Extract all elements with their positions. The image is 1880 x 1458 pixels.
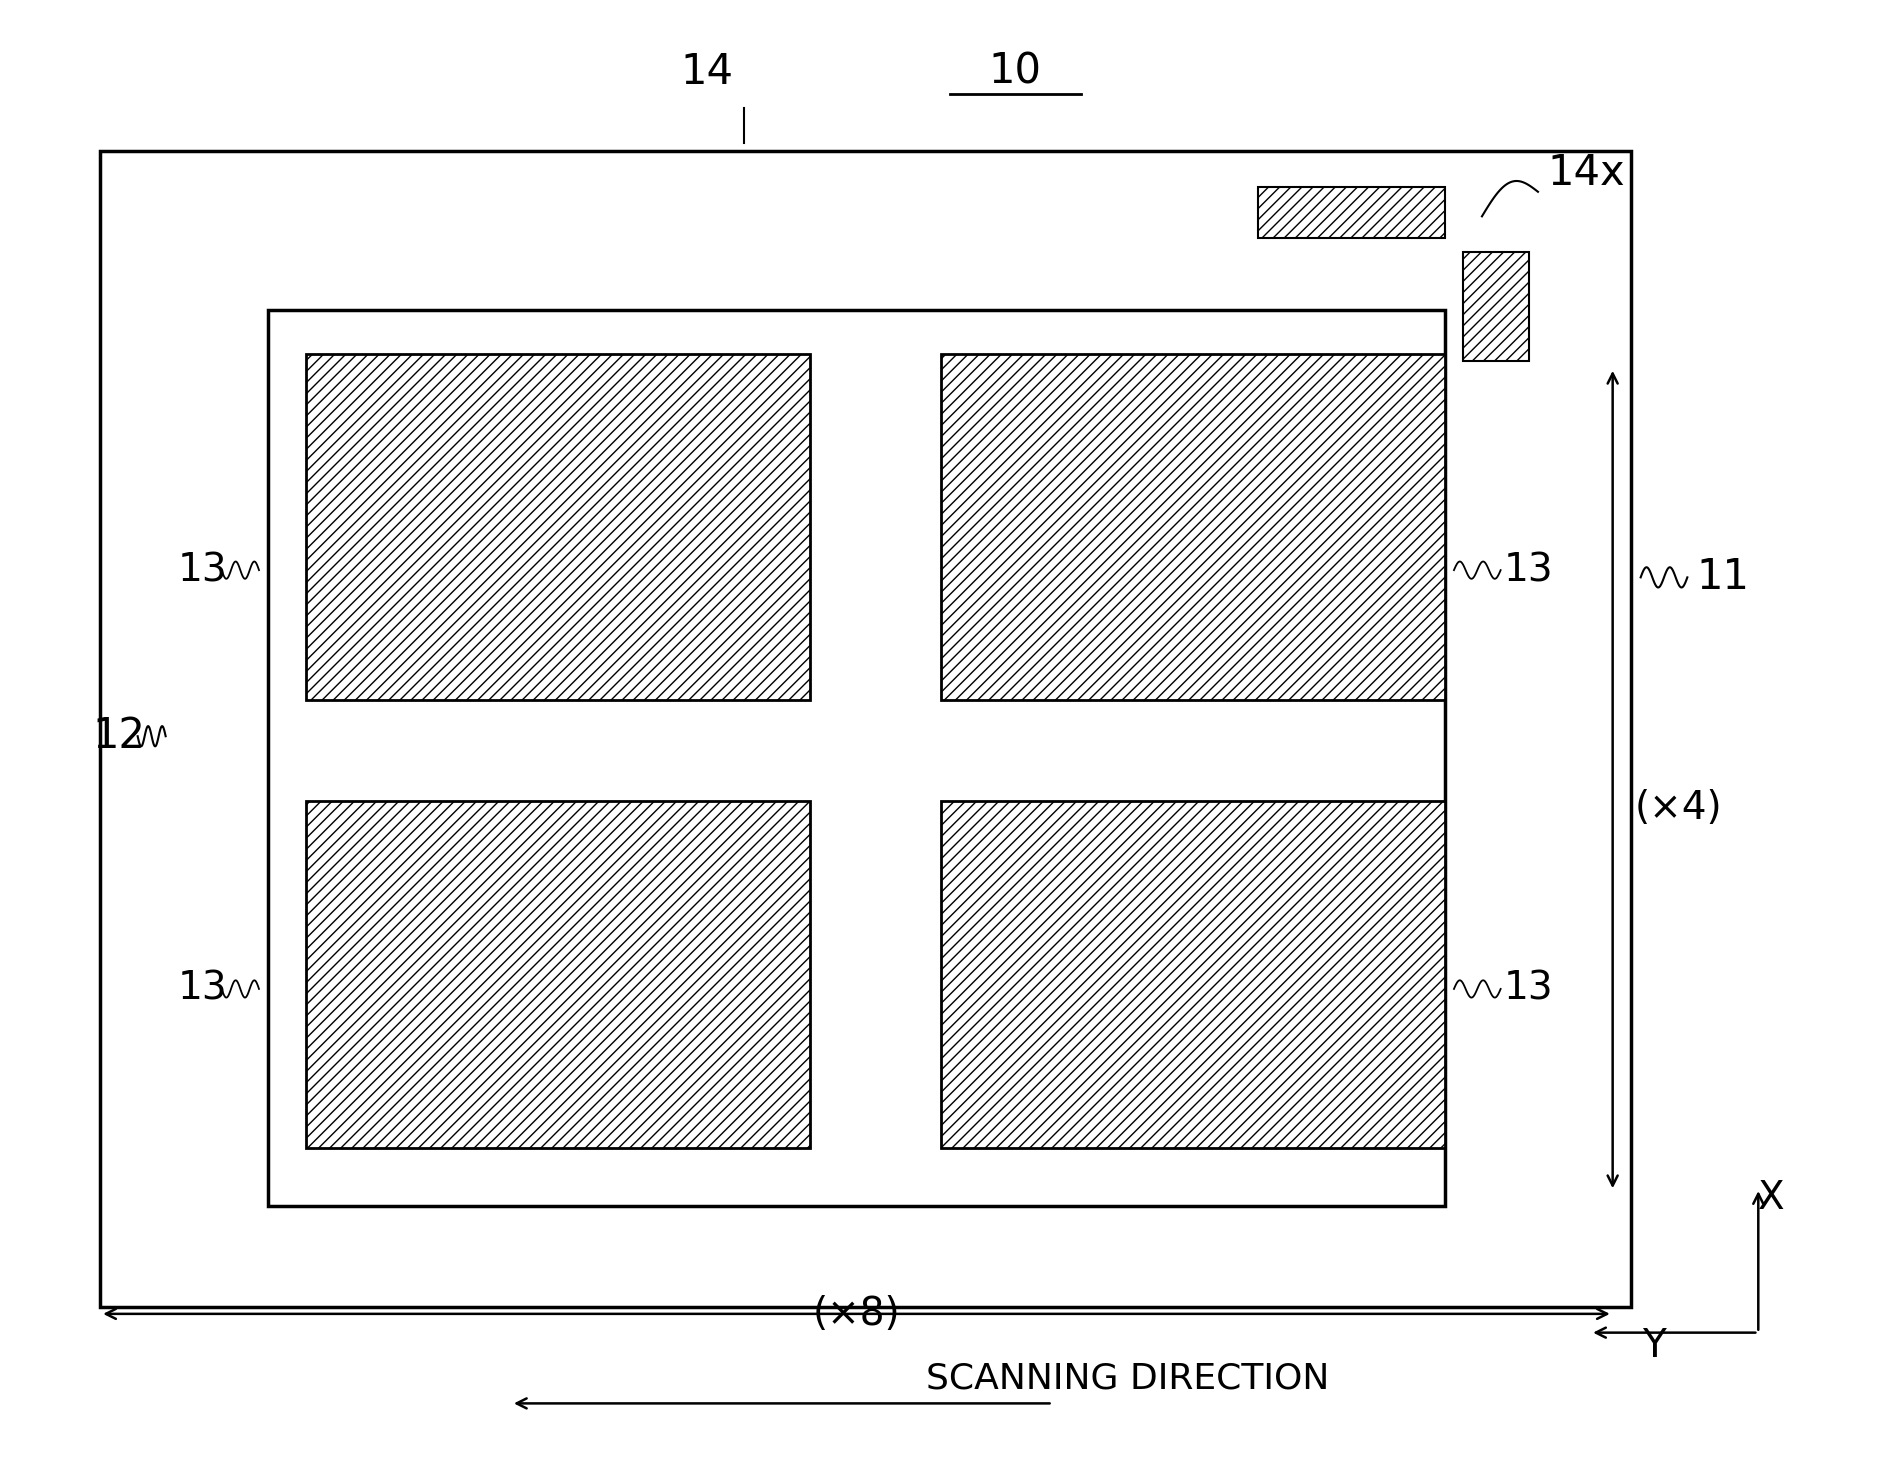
Bar [269,311,1444,1206]
Text: 11: 11 [1696,557,1748,598]
Text: 13: 13 [179,551,227,589]
Text: (×8): (×8) [812,1295,901,1333]
Bar [100,152,1630,1306]
Text: (×4): (×4) [1634,789,1720,828]
Bar [1463,252,1528,360]
Text: Y: Y [1641,1327,1666,1365]
Text: 14: 14 [681,51,733,93]
Bar [1258,188,1444,238]
Text: 13: 13 [1502,970,1553,1007]
Text: X: X [1758,1180,1784,1217]
Text: 13: 13 [179,970,227,1007]
Bar [940,353,1444,700]
Text: 12: 12 [92,716,145,757]
Text: 10: 10 [989,51,1042,93]
Text: 13: 13 [1502,551,1553,589]
Bar [940,802,1444,1147]
Text: 14x: 14x [1547,152,1624,194]
Bar [306,802,810,1147]
Bar [306,353,810,700]
Text: SCANNING DIRECTION: SCANNING DIRECTION [925,1362,1327,1395]
